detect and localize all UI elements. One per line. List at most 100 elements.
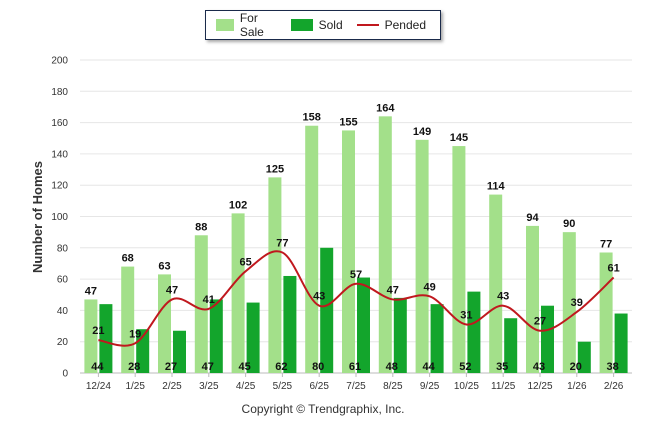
x-tick-label: 12/24 — [86, 381, 111, 392]
y-tick-label: 100 — [51, 212, 68, 223]
legend: For Sale Sold Pended — [205, 10, 441, 40]
bar-for-sale — [526, 225, 539, 373]
bar-for-sale — [489, 194, 503, 373]
label-sold: 61 — [349, 361, 361, 373]
bar-for-sale — [84, 299, 98, 373]
label-for-sale: 47 — [85, 285, 97, 297]
y-tick-label: 200 — [51, 56, 68, 67]
label-sold: 35 — [496, 361, 508, 373]
label-pended: 49 — [423, 281, 435, 293]
label-for-sale: 88 — [195, 221, 207, 233]
y-tick-label: 120 — [51, 181, 68, 192]
bar-sold — [393, 297, 407, 373]
label-sold: 52 — [459, 361, 471, 373]
legend-label-pended: Pended — [384, 18, 426, 32]
x-tick-label: 3/25 — [199, 381, 219, 392]
gridlines — [80, 59, 632, 374]
x-tick-label: 2/25 — [162, 381, 182, 392]
bar-sold — [467, 291, 481, 373]
x-tick-label: 5/25 — [273, 381, 293, 392]
bar-for-sale — [562, 232, 576, 373]
bar-sold — [430, 304, 444, 373]
bar-sold — [320, 247, 334, 373]
bar-for-sale — [194, 235, 208, 373]
legend-item-sold: Sold — [290, 18, 343, 32]
y-tick-label: 20 — [57, 337, 69, 348]
label-pended: 39 — [571, 297, 583, 309]
label-for-sale: 102 — [229, 199, 247, 211]
bar-sold — [357, 277, 370, 373]
y-tick-label: 0 — [62, 369, 68, 380]
legend-item-for-sale: For Sale — [216, 11, 277, 39]
x-tick-label: 7/25 — [346, 381, 366, 392]
bar-for-sale — [452, 146, 466, 373]
label-pended: 21 — [92, 325, 104, 337]
label-for-sale: 158 — [303, 112, 321, 124]
label-sold: 48 — [386, 361, 398, 373]
legend-swatch-for-sale — [216, 19, 234, 31]
label-pended: 47 — [387, 284, 399, 296]
bar-for-sale — [121, 266, 135, 373]
label-for-sale: 125 — [266, 163, 284, 175]
label-for-sale: 94 — [526, 212, 539, 224]
y-tick-label: 80 — [57, 243, 69, 254]
x-axis-ticks: 12/24 1/25 2/25 3/25 4/25 5/25 6/25 7/25 8/25 9/2… — [86, 373, 624, 392]
y-tick-label: 140 — [51, 149, 68, 160]
x-tick-label: 2/26 — [604, 381, 624, 392]
label-pended: 77 — [276, 237, 288, 249]
label-for-sale: 164 — [376, 102, 395, 114]
bar-for-sale — [158, 274, 171, 373]
y-axis-ticks: 0 20 40 60 80 100 120 140 160 180 200 — [51, 56, 68, 380]
label-for-sale: 155 — [339, 116, 357, 128]
y-axis-label: Number of Homes — [30, 161, 45, 273]
bars — [84, 116, 628, 373]
label-for-sale: 63 — [158, 260, 170, 272]
bar-sold — [504, 318, 518, 373]
bar-sold — [99, 304, 113, 373]
bar-sold — [209, 299, 223, 373]
bar-for-sale — [305, 125, 319, 373]
label-pended: 47 — [166, 284, 178, 296]
x-tick-label: 4/25 — [236, 381, 256, 392]
bar-for-sale — [231, 213, 245, 373]
x-tick-label: 6/25 — [309, 381, 329, 392]
bar-sold — [283, 275, 297, 373]
label-pended: 41 — [203, 294, 215, 306]
x-tick-label: 10/25 — [454, 381, 479, 392]
x-tick-label: 12/25 — [527, 381, 552, 392]
label-pended: 65 — [239, 256, 251, 268]
label-sold: 62 — [275, 361, 287, 373]
bar-for-sale — [378, 116, 392, 373]
bar-for-sale — [415, 139, 429, 373]
label-sold: 43 — [533, 361, 545, 373]
data-labels: 47 44 68 28 63 27 88 47 102 45 125 62 158 80 155 61 164 4… — [85, 102, 620, 373]
label-for-sale: 90 — [563, 218, 575, 230]
legend-item-pended: Pended — [356, 18, 426, 32]
label-for-sale: 145 — [450, 132, 468, 144]
bar-sold — [577, 341, 591, 373]
bar-sold — [246, 302, 260, 373]
x-tick-label: 1/25 — [125, 381, 145, 392]
legend-swatch-sold — [290, 19, 313, 31]
bar-sold — [614, 313, 628, 373]
label-sold: 27 — [165, 361, 177, 373]
bar-for-sale — [268, 177, 282, 373]
label-sold: 45 — [238, 361, 250, 373]
legend-swatch-pended — [356, 24, 379, 26]
label-sold: 47 — [202, 361, 214, 373]
legend-label-for-sale: For Sale — [239, 11, 264, 39]
x-tick-label: 11/25 — [491, 381, 516, 392]
label-pended: 61 — [607, 263, 619, 275]
label-for-sale: 68 — [122, 253, 134, 265]
y-tick-label: 160 — [51, 118, 68, 129]
y-tick-label: 40 — [57, 306, 69, 317]
label-sold: 44 — [422, 361, 435, 373]
x-tick-label: 8/25 — [383, 381, 403, 392]
label-for-sale: 114 — [487, 181, 506, 193]
bar-for-sale — [342, 130, 355, 373]
x-tick-label: 1/26 — [567, 381, 587, 392]
label-pended: 19 — [129, 328, 141, 340]
y-tick-label: 60 — [57, 275, 69, 286]
pended-line — [98, 250, 615, 347]
